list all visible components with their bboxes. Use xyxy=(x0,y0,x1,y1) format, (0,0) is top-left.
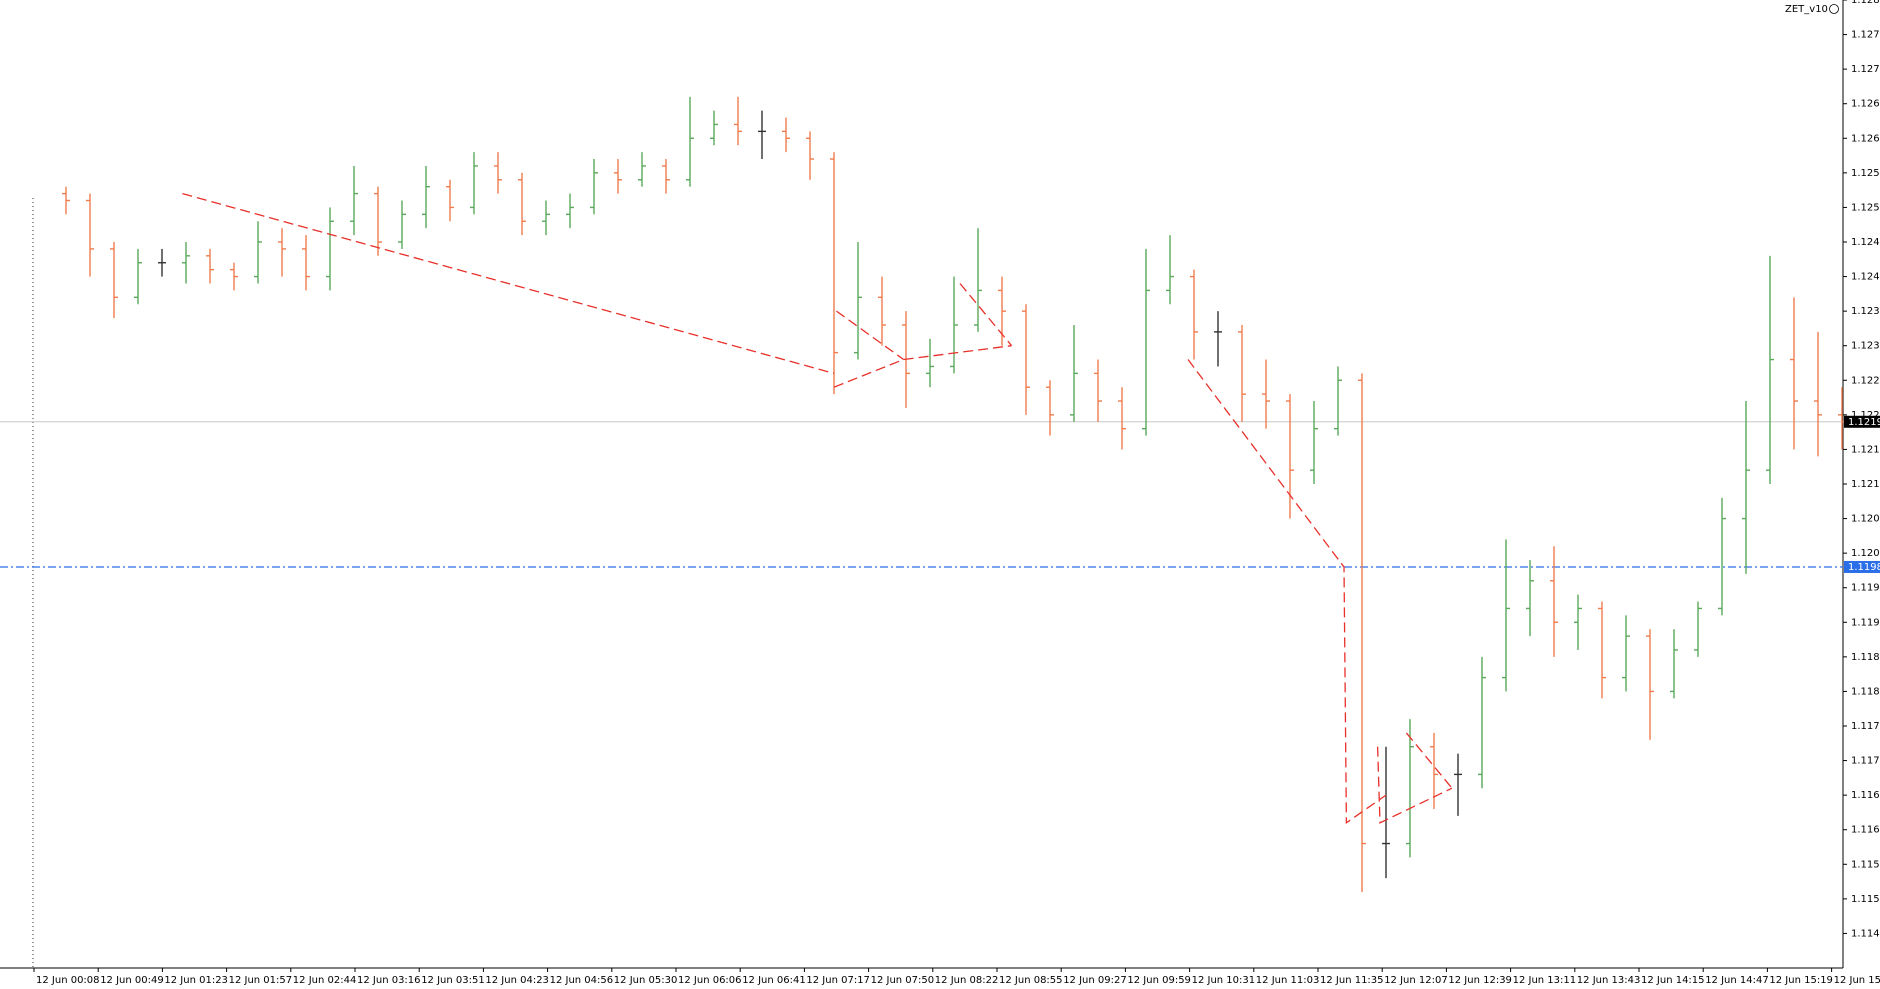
x-tick-label: 12 Jun 11:03 xyxy=(1256,975,1320,986)
x-tick-label: 12 Jun 06:06 xyxy=(678,975,742,986)
y-tick-label: 1.1230 xyxy=(1851,341,1880,352)
y-tick-label: 1.1205 xyxy=(1851,514,1880,525)
y-tick-label: 1.1155 xyxy=(1851,859,1880,870)
y-tick-label: 1.1170 xyxy=(1851,756,1880,767)
x-tick-label: 12 Jun 12:39 xyxy=(1448,975,1512,986)
x-tick-label: 12 Jun 05:30 xyxy=(614,975,678,986)
y-tick-label: 1.1180 xyxy=(1851,686,1880,697)
x-tick-label: 12 Jun 13:11 xyxy=(1513,975,1577,986)
y-tick-label: 1.1225 xyxy=(1851,375,1880,386)
y-tick-label: 1.1260 xyxy=(1851,133,1880,144)
bid-label: 1.1219 xyxy=(1848,417,1880,428)
level-label-box xyxy=(1844,560,1880,573)
x-tick-label: 12 Jun 14:47 xyxy=(1705,975,1769,986)
y-tick-label: 1.1270 xyxy=(1851,64,1880,75)
x-tick-label: 12 Jun 12:07 xyxy=(1384,975,1448,986)
indicator-name: ZET_v10 xyxy=(1785,4,1828,15)
x-tick-label: 12 Jun 10:31 xyxy=(1192,975,1256,986)
level-label: 1.1198 xyxy=(1848,562,1880,573)
y-tick-label: 1.1185 xyxy=(1851,652,1880,663)
x-tick-label: 12 Jun 08:22 xyxy=(935,975,999,986)
y-tick-label: 1.1200 xyxy=(1851,548,1880,559)
zigzag-line xyxy=(182,192,1453,825)
x-tick-label: 12 Jun 15:19 xyxy=(1769,975,1833,986)
x-tick-label: 12 Jun 11:35 xyxy=(1320,975,1384,986)
x-tick-label: 12 Jun 01:57 xyxy=(229,975,293,986)
x-tick-label: 12 Jun 09:59 xyxy=(1127,975,1191,986)
y-tick-label: 1.1275 xyxy=(1851,30,1880,41)
y-tick-label: 1.1160 xyxy=(1851,825,1880,836)
indicator-icon xyxy=(1829,4,1839,14)
y-tick-label: 1.1175 xyxy=(1851,721,1880,732)
x-tick-label: 12 Jun 02:44 xyxy=(293,975,357,986)
x-tick-label: 12 Jun 14:15 xyxy=(1641,975,1705,986)
y-tick-label: 1.1210 xyxy=(1851,479,1880,490)
x-tick-label: 12 Jun 01:23 xyxy=(164,975,228,986)
x-tick-label: 12 Jun 06:41 xyxy=(742,975,806,986)
x-tick-label: 12 Jun 00:49 xyxy=(100,975,164,986)
y-tick-label: 1.1250 xyxy=(1851,202,1880,213)
y-tick-label: 1.1215 xyxy=(1851,444,1880,455)
x-tick-label: 12 Jun 04:56 xyxy=(550,975,614,986)
x-tick-label: 12 Jun 07:50 xyxy=(871,975,935,986)
y-tick-label: 1.1265 xyxy=(1851,99,1880,110)
y-tick-label: 1.1245 xyxy=(1851,237,1880,248)
x-tick-label: 12 Jun 03:16 xyxy=(357,975,421,986)
y-tick-label: 1.1190 xyxy=(1851,617,1880,628)
x-tick-label: 12 Jun 07:17 xyxy=(806,975,870,986)
x-tick-label: 12 Jun 00:08 xyxy=(36,975,100,986)
bid-label-box xyxy=(1844,415,1880,428)
y-tick-label: 1.1165 xyxy=(1851,790,1880,801)
y-tick-label: 1.1145 xyxy=(1851,928,1880,939)
x-tick-label: 12 Jun 15:51 xyxy=(1834,975,1880,986)
y-tick-label: 1.1220 xyxy=(1851,410,1880,421)
x-tick-label: 12 Jun 13:43 xyxy=(1577,975,1641,986)
y-tick-label: 1.1195 xyxy=(1851,583,1880,594)
x-tick-label: 12 Jun 09:27 xyxy=(1063,975,1127,986)
y-tick-label: 1.1240 xyxy=(1851,272,1880,283)
y-tick-label: 1.1255 xyxy=(1851,168,1880,179)
x-tick-label: 12 Jun 04:23 xyxy=(485,975,549,986)
y-tick-label: 1.1235 xyxy=(1851,306,1880,317)
y-tick-label: 1.1280 xyxy=(1851,0,1880,6)
x-tick-label: 12 Jun 08:55 xyxy=(999,975,1063,986)
y-tick-label: 1.1150 xyxy=(1851,894,1880,905)
x-tick-label: 12 Jun 03:51 xyxy=(421,975,485,986)
